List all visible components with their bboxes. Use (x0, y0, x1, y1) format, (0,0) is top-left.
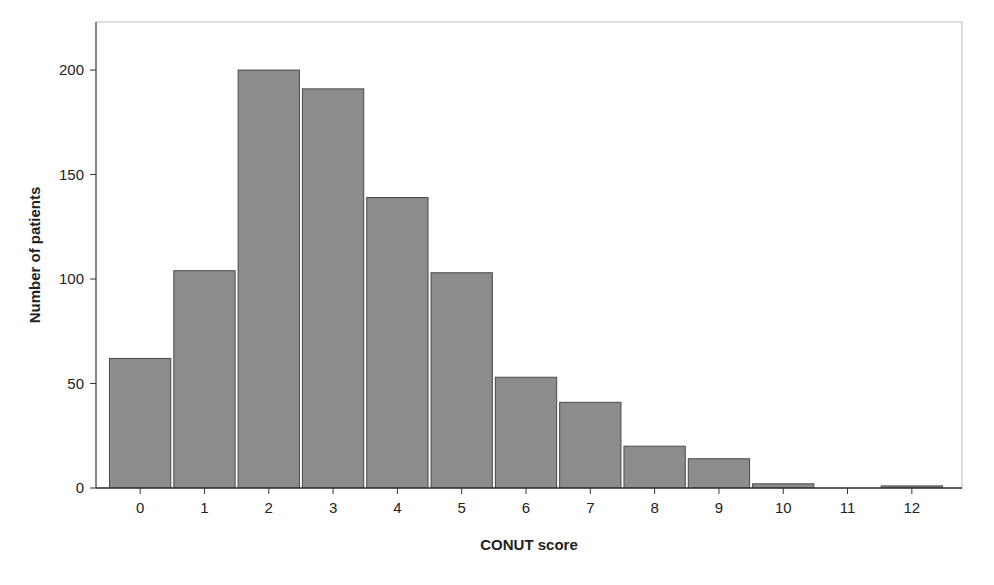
y-axis-label: Number of patients (26, 187, 43, 324)
x-tick-label: 3 (329, 499, 337, 516)
y-tick-label: 50 (67, 375, 84, 392)
bar (688, 459, 749, 488)
x-tick (847, 488, 848, 494)
x-tick (204, 488, 205, 494)
x-tick-label: 1 (200, 499, 208, 516)
x-tick-label: 6 (522, 499, 530, 516)
x-tick (140, 488, 141, 494)
x-tick-label: 5 (458, 499, 466, 516)
bar (431, 273, 492, 488)
bar (560, 402, 621, 488)
x-tick (911, 488, 912, 494)
y-tick-label: 150 (59, 166, 84, 183)
bar (110, 358, 171, 488)
bar (238, 70, 299, 488)
y-tick (90, 279, 96, 280)
y-tick-label: 0 (76, 479, 84, 496)
x-tick-label: 10 (775, 499, 792, 516)
x-tick (590, 488, 591, 494)
chart-svg: 0501001502000123456789101112CONUT scoreN… (0, 0, 994, 585)
x-tick (526, 488, 527, 494)
x-tick-label: 4 (393, 499, 401, 516)
bars (110, 70, 943, 488)
y-tick (90, 488, 96, 489)
y-tick (90, 70, 96, 71)
y-axis-line (96, 22, 97, 488)
y-tick-label: 100 (59, 270, 84, 287)
x-axis-label: CONUT score (480, 536, 578, 553)
bar (624, 446, 685, 488)
x-tick (718, 488, 719, 494)
x-tick-label: 11 (840, 499, 856, 516)
x-tick-label: 9 (715, 499, 723, 516)
x-tick (461, 488, 462, 494)
bar (367, 198, 428, 488)
chart-container: 0501001502000123456789101112CONUT scoreN… (0, 0, 994, 585)
bar (174, 271, 235, 488)
bar (495, 377, 556, 488)
bar (302, 89, 363, 488)
plot-frame (96, 22, 962, 488)
x-tick-label: 0 (136, 499, 144, 516)
x-tick-label: 7 (586, 499, 594, 516)
x-tick (654, 488, 655, 494)
x-tick (333, 488, 334, 494)
x-axis-line (96, 487, 962, 489)
x-tick (783, 488, 784, 494)
x-tick (268, 488, 269, 494)
x-tick (397, 488, 398, 494)
x-tick-label: 8 (650, 499, 658, 516)
y-tick-label: 200 (59, 61, 84, 78)
x-tick-label: 12 (904, 499, 921, 516)
y-tick (90, 174, 96, 175)
x-tick-label: 2 (265, 499, 273, 516)
y-tick (90, 383, 96, 384)
